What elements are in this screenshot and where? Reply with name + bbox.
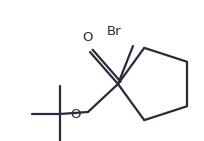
Text: Br: Br [106, 25, 120, 38]
Text: O: O [82, 31, 93, 44]
Text: O: O [70, 107, 81, 121]
